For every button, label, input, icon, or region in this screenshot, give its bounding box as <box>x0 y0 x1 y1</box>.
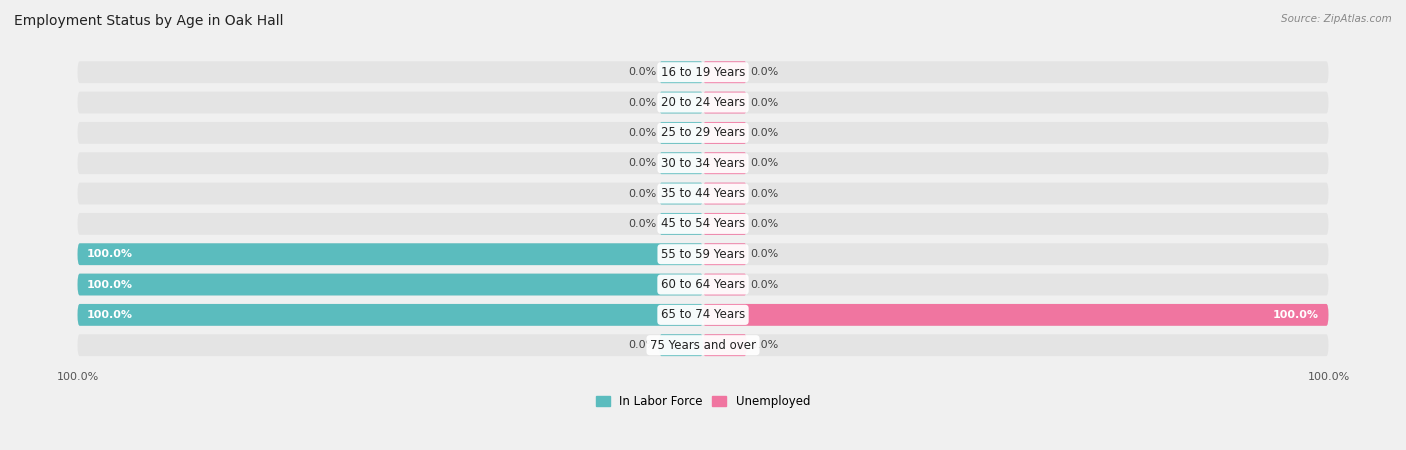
FancyBboxPatch shape <box>77 183 1329 204</box>
Text: 0.0%: 0.0% <box>628 128 657 138</box>
FancyBboxPatch shape <box>77 213 1329 235</box>
Text: 0.0%: 0.0% <box>749 128 778 138</box>
FancyBboxPatch shape <box>703 61 747 83</box>
Text: 0.0%: 0.0% <box>628 219 657 229</box>
FancyBboxPatch shape <box>77 304 1329 326</box>
FancyBboxPatch shape <box>703 243 747 265</box>
Text: 0.0%: 0.0% <box>628 67 657 77</box>
FancyBboxPatch shape <box>659 152 703 174</box>
Text: 100.0%: 100.0% <box>87 310 134 320</box>
Text: 0.0%: 0.0% <box>628 98 657 108</box>
FancyBboxPatch shape <box>703 304 1329 326</box>
Text: 0.0%: 0.0% <box>749 249 778 259</box>
FancyBboxPatch shape <box>703 92 747 113</box>
FancyBboxPatch shape <box>659 183 703 204</box>
Text: 0.0%: 0.0% <box>749 158 778 168</box>
Text: 0.0%: 0.0% <box>628 158 657 168</box>
Text: 0.0%: 0.0% <box>749 279 778 289</box>
FancyBboxPatch shape <box>703 183 747 204</box>
FancyBboxPatch shape <box>703 334 747 356</box>
FancyBboxPatch shape <box>659 61 703 83</box>
FancyBboxPatch shape <box>659 92 703 113</box>
Text: 55 to 59 Years: 55 to 59 Years <box>661 248 745 261</box>
FancyBboxPatch shape <box>659 213 703 235</box>
Text: 75 Years and over: 75 Years and over <box>650 339 756 352</box>
Text: 35 to 44 Years: 35 to 44 Years <box>661 187 745 200</box>
Text: 65 to 74 Years: 65 to 74 Years <box>661 308 745 321</box>
FancyBboxPatch shape <box>659 122 703 144</box>
Text: 100.0%: 100.0% <box>87 279 134 289</box>
FancyBboxPatch shape <box>77 61 1329 83</box>
FancyBboxPatch shape <box>77 304 703 326</box>
Text: 16 to 19 Years: 16 to 19 Years <box>661 66 745 79</box>
Text: 20 to 24 Years: 20 to 24 Years <box>661 96 745 109</box>
Text: 0.0%: 0.0% <box>749 98 778 108</box>
FancyBboxPatch shape <box>77 92 1329 113</box>
FancyBboxPatch shape <box>77 274 703 296</box>
FancyBboxPatch shape <box>703 152 747 174</box>
Text: 0.0%: 0.0% <box>628 340 657 350</box>
Text: 0.0%: 0.0% <box>749 219 778 229</box>
FancyBboxPatch shape <box>703 213 747 235</box>
FancyBboxPatch shape <box>659 334 703 356</box>
Text: 30 to 34 Years: 30 to 34 Years <box>661 157 745 170</box>
FancyBboxPatch shape <box>77 122 1329 144</box>
Text: 100.0%: 100.0% <box>1272 310 1319 320</box>
FancyBboxPatch shape <box>703 122 747 144</box>
FancyBboxPatch shape <box>77 152 1329 174</box>
FancyBboxPatch shape <box>77 334 1329 356</box>
FancyBboxPatch shape <box>77 243 1329 265</box>
Text: Source: ZipAtlas.com: Source: ZipAtlas.com <box>1281 14 1392 23</box>
Text: 60 to 64 Years: 60 to 64 Years <box>661 278 745 291</box>
FancyBboxPatch shape <box>77 274 1329 296</box>
Text: 100.0%: 100.0% <box>87 249 134 259</box>
Text: 0.0%: 0.0% <box>749 67 778 77</box>
Text: 45 to 54 Years: 45 to 54 Years <box>661 217 745 230</box>
Text: Employment Status by Age in Oak Hall: Employment Status by Age in Oak Hall <box>14 14 284 27</box>
FancyBboxPatch shape <box>703 274 747 296</box>
Text: 25 to 29 Years: 25 to 29 Years <box>661 126 745 140</box>
Text: 0.0%: 0.0% <box>749 189 778 198</box>
Text: 0.0%: 0.0% <box>749 340 778 350</box>
Legend: In Labor Force, Unemployed: In Labor Force, Unemployed <box>596 395 810 408</box>
FancyBboxPatch shape <box>77 243 703 265</box>
Text: 0.0%: 0.0% <box>628 189 657 198</box>
